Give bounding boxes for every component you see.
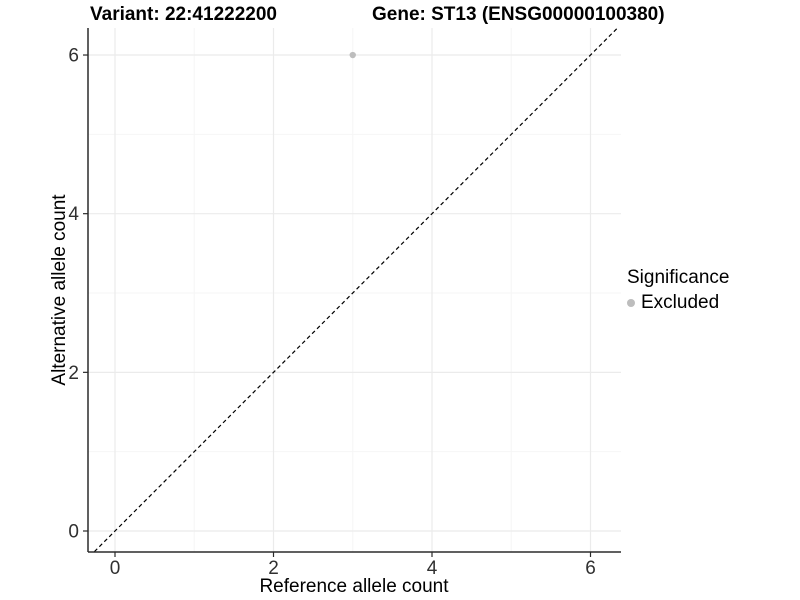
y-tick-label: 2 bbox=[68, 363, 79, 384]
plot-title-gene: Gene: ST13 (ENSG00000100380) bbox=[372, 4, 665, 25]
legend-entry-label: Excluded bbox=[641, 292, 720, 313]
x-tick-label: 2 bbox=[268, 558, 279, 579]
identity-diagonal-line bbox=[93, 27, 618, 553]
legend: Significance Excluded bbox=[627, 266, 729, 314]
data-point bbox=[349, 51, 356, 59]
legend-entry-excluded: Excluded bbox=[627, 291, 729, 314]
x-tick-label: 6 bbox=[585, 558, 596, 579]
plot-title-variant: Variant: 22:41222200 bbox=[90, 4, 277, 25]
x-tick-label: 0 bbox=[110, 558, 121, 579]
legend-title: Significance bbox=[627, 267, 730, 288]
y-tick-label: 6 bbox=[68, 46, 79, 67]
y-tick-label: 4 bbox=[68, 204, 79, 225]
x-tick-label: 4 bbox=[427, 558, 438, 579]
y-axis-title: Alternative allele count bbox=[49, 194, 70, 386]
y-tick-label: 0 bbox=[68, 522, 79, 543]
legend-point-icon excluded-swatch-icon bbox=[627, 298, 635, 307]
x-axis-title: Reference allele count bbox=[259, 576, 449, 597]
